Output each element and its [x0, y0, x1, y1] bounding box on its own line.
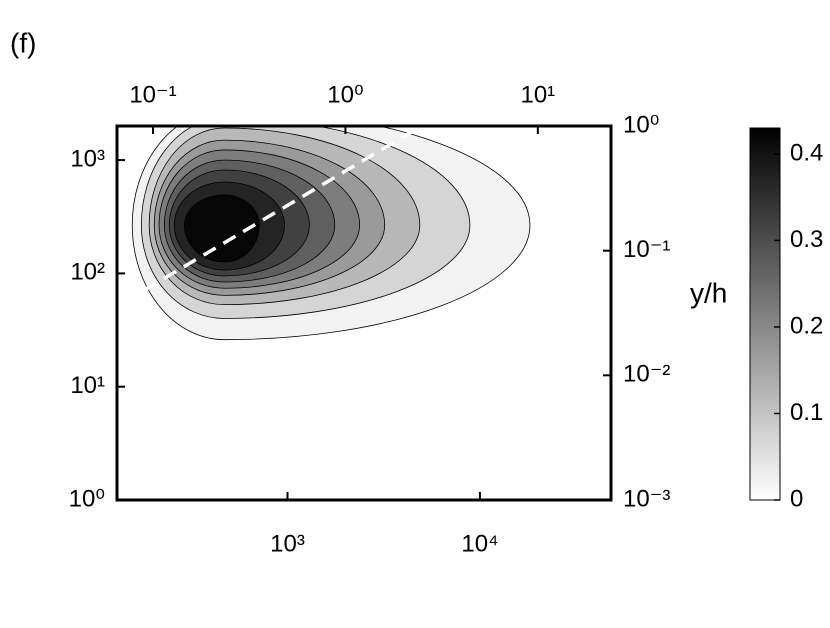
x2-tick-label: 10⁻¹ — [129, 81, 176, 108]
colorbar-tick-label: 0 — [790, 485, 803, 512]
colorbar-tick-label: 0.2 — [790, 312, 823, 339]
colorbar — [749, 127, 781, 501]
chart-title: (f) — [10, 27, 36, 58]
y-tick-label: 10² — [70, 259, 105, 286]
x-tick-label: 10⁴ — [461, 530, 498, 557]
x-tick-label: 10³ — [270, 530, 305, 557]
plot-area — [131, 126, 531, 341]
colorbar-tick-label: 0.3 — [790, 226, 823, 253]
colorbar-tick-label: 0.4 — [790, 139, 823, 166]
contour-band — [183, 194, 260, 263]
y2-tick-label: 10⁻¹ — [623, 236, 670, 263]
y2-tick-label: 10⁻² — [623, 361, 670, 388]
x2-tick-label: 10¹ — [520, 81, 555, 108]
colorbar-tick-label: 0.1 — [790, 399, 823, 426]
x2-tick-label: 10⁰ — [327, 81, 363, 108]
axes-box — [115, 124, 613, 502]
y-tick-label: 10³ — [70, 145, 105, 172]
y2-tick-label: 10⁻³ — [623, 485, 670, 512]
reference-line — [143, 128, 416, 292]
y2-axis-label: y/h — [690, 277, 727, 308]
y-tick-label: 10¹ — [70, 372, 105, 399]
y-tick-label: 10⁰ — [69, 485, 105, 512]
y2-tick-label: 10⁰ — [623, 111, 659, 138]
